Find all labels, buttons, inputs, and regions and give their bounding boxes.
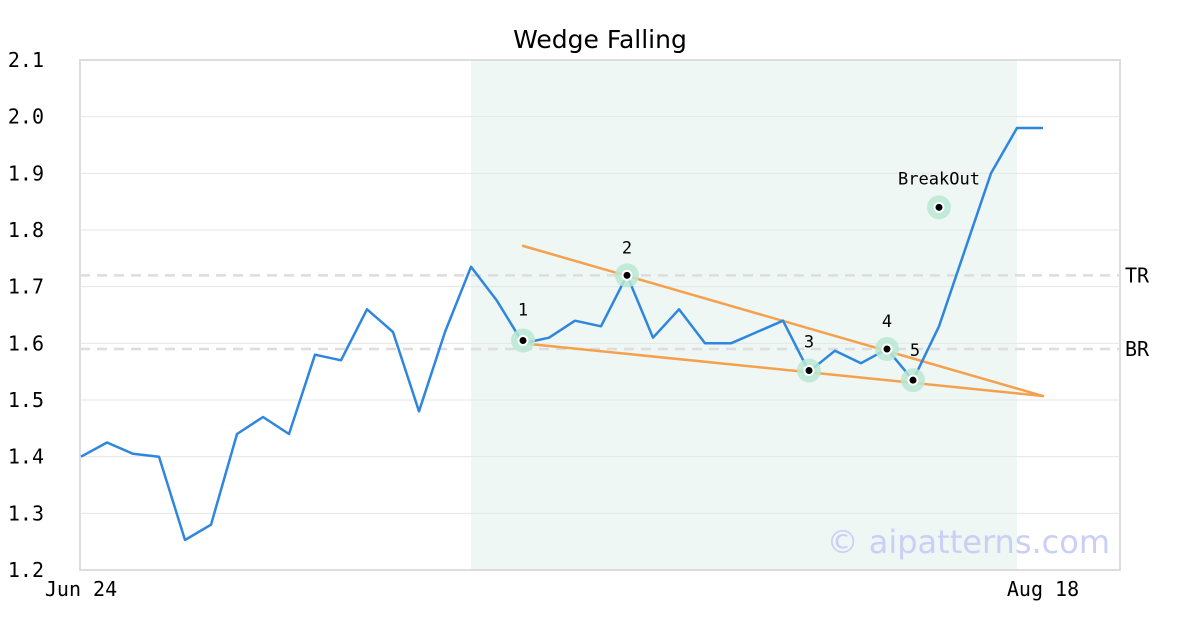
marker-point-breakout xyxy=(935,203,943,211)
tick-labels-layer: 1.2 1.3 1.4 1.5 1.6 1.7 1.8 1.9 2.0 2.1 Jun 24 Aug … xyxy=(8,48,1079,601)
plot-frame xyxy=(79,59,1121,571)
highlight-layer xyxy=(471,60,1017,570)
y-tick-label: 2.1 xyxy=(8,48,44,72)
marker-point-2 xyxy=(623,271,631,279)
y-tick-label: 1.4 xyxy=(8,445,44,469)
marker-point-1 xyxy=(519,337,527,344)
reference-label-br: BR xyxy=(1125,337,1150,361)
y-tick-label: 1.5 xyxy=(8,388,44,412)
y-tick-label: 1.8 xyxy=(8,218,44,242)
markers-layer: 1 2 3 45 BreakOut xyxy=(511,169,980,393)
y-tick-label: 1.2 xyxy=(8,558,44,582)
x-tick-label: Jun 24 xyxy=(45,577,117,601)
marker-label-3: 3 xyxy=(804,333,814,353)
x-tick-label: Aug 18 xyxy=(1007,577,1079,601)
marker-label-breakout: BreakOut xyxy=(898,169,980,189)
y-tick-label: 1.3 xyxy=(8,501,44,525)
marker-label-2: 2 xyxy=(622,238,632,258)
y-tick-label: 1.6 xyxy=(8,331,44,355)
marker-point-5 xyxy=(909,376,917,384)
y-tick-label: 1.7 xyxy=(8,275,44,299)
chart-title: Wedge Falling xyxy=(513,25,687,54)
marker-label-5: 5 xyxy=(910,341,920,361)
y-tick-label: 1.9 xyxy=(8,161,44,185)
reference-lines-layer: TR BR xyxy=(80,263,1150,361)
trend-line-lower xyxy=(521,342,1045,398)
marker-point-4 xyxy=(883,345,891,353)
watermark: © aipatterns.com xyxy=(827,523,1110,561)
marker-point-3 xyxy=(805,367,813,375)
y-tick-label: 2.0 xyxy=(8,105,44,129)
highlight-region xyxy=(471,60,1017,570)
marker-label-4: 4 xyxy=(882,312,892,332)
marker-label-1: 1 xyxy=(518,301,528,321)
reference-label-tr: TR xyxy=(1125,263,1150,287)
